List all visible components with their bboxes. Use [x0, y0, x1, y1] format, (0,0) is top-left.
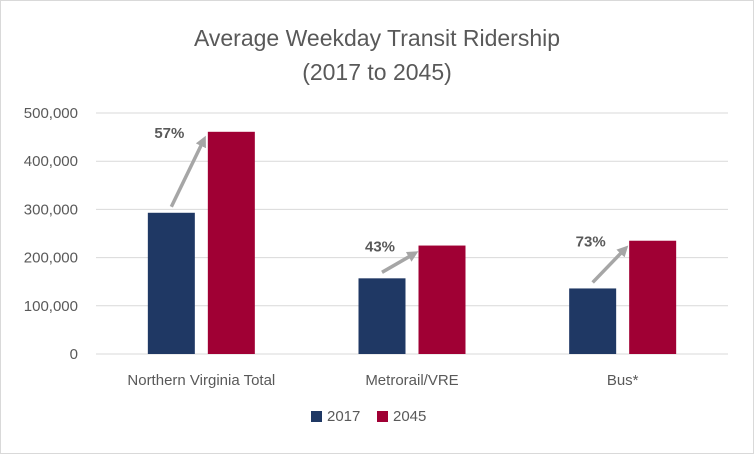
bar-2045	[629, 240, 677, 354]
x-category-label: Northern Virginia Total	[127, 372, 275, 389]
legend: 2017 2045	[311, 408, 426, 425]
growth-arrow	[169, 135, 206, 208]
y-tick-label: 400,000	[24, 153, 78, 170]
growth-percent-label: 73%	[576, 234, 606, 251]
y-tick-label: 300,000	[24, 201, 78, 218]
y-tick-label: 500,000	[24, 105, 78, 122]
chart-subtitle: (2017 to 2045)	[302, 59, 452, 85]
bar-2017	[569, 288, 617, 354]
bars	[147, 131, 677, 354]
growth-arrow	[591, 245, 629, 284]
y-tick-label: 200,000	[24, 250, 78, 267]
growth-arrow	[381, 251, 419, 274]
growth-percent-label: 57%	[154, 125, 184, 142]
x-category-label: Bus*	[607, 372, 639, 389]
legend-swatch-2045	[377, 411, 388, 422]
bar-2017	[147, 212, 195, 354]
bar-2045	[418, 245, 466, 354]
bar-2017	[358, 278, 406, 354]
y-tick-label: 0	[70, 346, 78, 363]
growth-arrows	[169, 135, 629, 284]
growth-percent-label: 43%	[365, 239, 395, 256]
gridlines	[96, 112, 728, 355]
chart-title: Average Weekday Transit Ridership	[194, 25, 560, 51]
legend-label-2017: 2017	[327, 408, 360, 425]
legend-swatch-2017	[311, 411, 322, 422]
growth-annotations: 57% 43% 73%	[154, 125, 605, 256]
x-category-label: Metrorail/VRE	[365, 372, 458, 389]
y-tick-label: 100,000	[24, 298, 78, 315]
legend-label-2045: 2045	[393, 408, 426, 425]
x-axis-categories: Northern Virginia Total Metrorail/VRE Bus*	[127, 372, 638, 389]
bar-2045	[207, 131, 255, 354]
y-axis-ticks: 0 100,000 200,000 300,000 400,000 500,000	[24, 105, 78, 363]
